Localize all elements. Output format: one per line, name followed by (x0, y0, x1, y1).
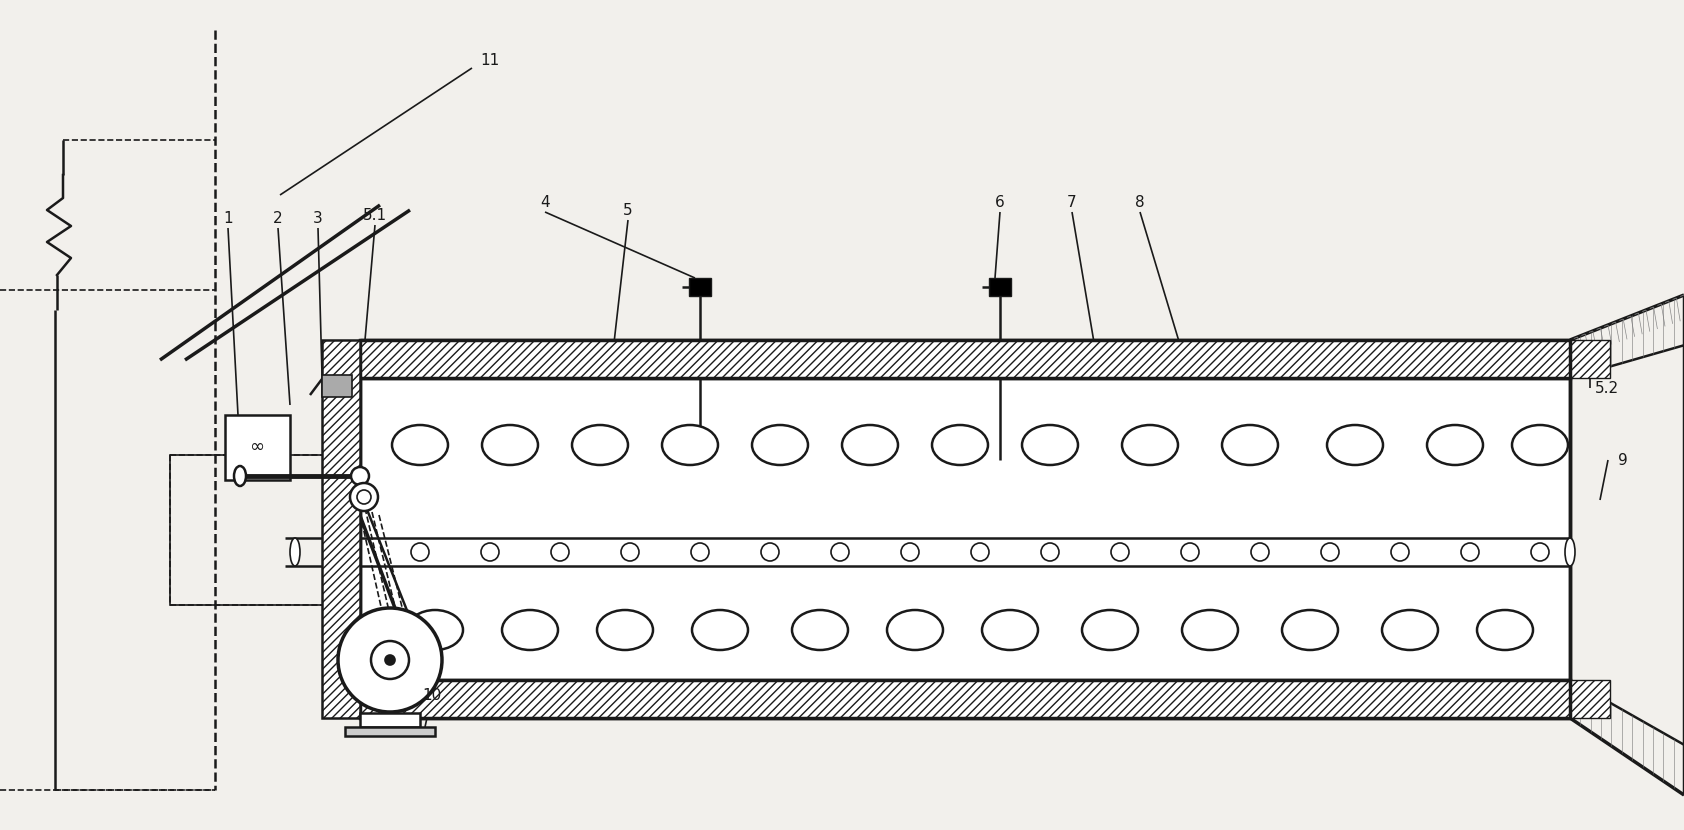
Ellipse shape (1391, 543, 1410, 561)
Ellipse shape (482, 425, 537, 465)
Bar (170, 455, 365, 605)
Bar (226, 415, 290, 480)
Circle shape (357, 490, 370, 504)
Text: 11: 11 (480, 52, 500, 67)
Bar (1569, 680, 1610, 718)
Ellipse shape (482, 543, 498, 561)
Ellipse shape (1111, 543, 1128, 561)
Bar (322, 340, 360, 718)
Ellipse shape (1512, 425, 1568, 465)
Ellipse shape (1462, 543, 1479, 561)
Bar (1569, 340, 1610, 378)
Ellipse shape (1383, 610, 1438, 650)
Ellipse shape (931, 425, 989, 465)
Ellipse shape (350, 483, 377, 511)
Text: 5: 5 (623, 203, 633, 217)
Ellipse shape (502, 610, 557, 650)
Ellipse shape (1320, 543, 1339, 561)
Text: 2: 2 (273, 211, 283, 226)
Text: 8: 8 (1135, 194, 1145, 209)
Text: 6: 6 (995, 194, 1005, 209)
Ellipse shape (1327, 425, 1383, 465)
Text: 1: 1 (224, 211, 232, 226)
Ellipse shape (753, 425, 808, 465)
Ellipse shape (1223, 425, 1278, 465)
Ellipse shape (1041, 543, 1059, 561)
Bar (345, 727, 434, 736)
Ellipse shape (1122, 425, 1179, 465)
Ellipse shape (551, 543, 569, 561)
Ellipse shape (1426, 425, 1484, 465)
Circle shape (370, 641, 409, 679)
Ellipse shape (411, 543, 429, 561)
Ellipse shape (1477, 610, 1532, 650)
Text: ∞: ∞ (249, 438, 264, 456)
Ellipse shape (573, 425, 628, 465)
Bar (322, 375, 352, 397)
Ellipse shape (621, 543, 638, 561)
Ellipse shape (1180, 543, 1199, 561)
Ellipse shape (972, 543, 989, 561)
Text: 5.1: 5.1 (364, 208, 387, 222)
Bar (360, 340, 1569, 378)
Ellipse shape (830, 543, 849, 561)
Ellipse shape (791, 610, 849, 650)
Ellipse shape (1251, 543, 1270, 561)
Ellipse shape (842, 425, 898, 465)
Ellipse shape (234, 466, 246, 486)
Bar (989, 278, 1010, 296)
Ellipse shape (290, 538, 300, 566)
Ellipse shape (598, 610, 653, 650)
Text: 5.2: 5.2 (1595, 380, 1618, 396)
Ellipse shape (901, 543, 919, 561)
Ellipse shape (692, 610, 748, 650)
Ellipse shape (761, 543, 780, 561)
Ellipse shape (1282, 610, 1339, 650)
Text: 7: 7 (1068, 194, 1076, 209)
Bar (360, 680, 1569, 718)
Ellipse shape (408, 610, 463, 650)
Text: 3: 3 (313, 211, 323, 226)
Ellipse shape (690, 543, 709, 561)
Ellipse shape (1022, 425, 1078, 465)
Ellipse shape (1564, 538, 1575, 566)
Bar (689, 278, 711, 296)
Ellipse shape (1083, 610, 1138, 650)
Text: 4: 4 (541, 194, 549, 209)
Circle shape (386, 655, 396, 665)
Ellipse shape (887, 610, 943, 650)
Bar (360, 713, 419, 727)
Text: 10: 10 (423, 687, 441, 702)
Ellipse shape (982, 610, 1037, 650)
Circle shape (338, 608, 441, 712)
Ellipse shape (392, 425, 448, 465)
Ellipse shape (1182, 610, 1238, 650)
Text: 9: 9 (1618, 452, 1628, 467)
Ellipse shape (662, 425, 717, 465)
Circle shape (350, 467, 369, 485)
Ellipse shape (1531, 543, 1549, 561)
Bar (360, 378, 1569, 680)
